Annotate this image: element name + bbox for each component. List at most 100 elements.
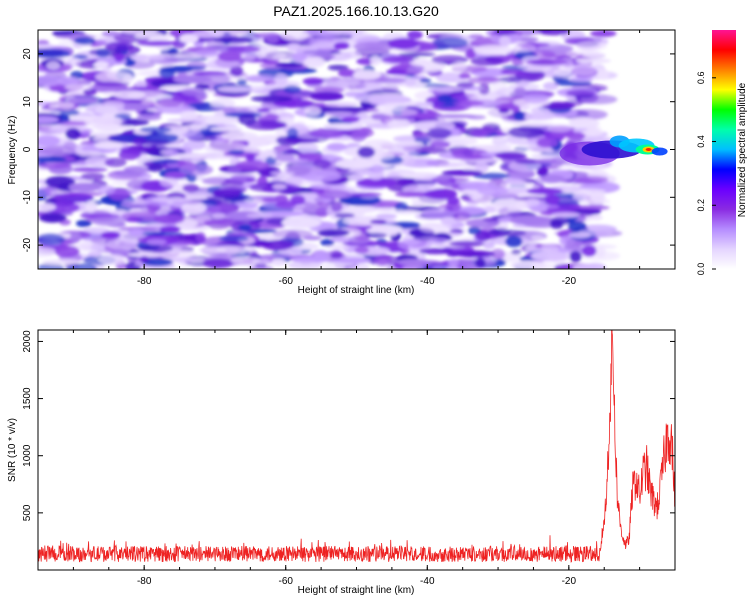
spectrogram-cell	[181, 87, 205, 96]
spectrogram-cell	[67, 97, 98, 104]
spectrogram-cell	[241, 50, 257, 61]
spectrogram-cell	[312, 41, 339, 50]
spectrogram-cell	[139, 256, 150, 263]
y-tick-label: 1000	[22, 444, 33, 467]
colorbar-label: Normalized spectral amplitude	[737, 82, 748, 217]
spectrogram-cell	[68, 56, 81, 67]
spectrogram-cell	[38, 75, 63, 87]
spectrogram-cell	[212, 212, 226, 219]
spectrogram-cell	[540, 174, 565, 184]
spectrogram-cell	[430, 87, 463, 92]
spectrogram-cell	[38, 48, 71, 59]
spectrogram-cell	[590, 30, 617, 38]
spectrogram-cell	[402, 265, 425, 269]
spectrogram-cell	[445, 200, 462, 213]
x-tick-label: -80	[137, 576, 152, 587]
spectrogram-cell	[308, 128, 348, 138]
spectrogram-cell	[281, 216, 322, 229]
spectrogram-cell	[119, 30, 159, 35]
spectrogram-cell	[309, 183, 347, 190]
spectrogram-cell	[220, 131, 258, 141]
spectrogram-cell	[138, 244, 173, 253]
spectrogram-cell	[483, 206, 496, 214]
spectrogram-cell	[38, 212, 67, 223]
spectrogram-cell	[163, 257, 206, 263]
spectrogram-x-ticks: -80 -60 -40 -20	[37, 30, 676, 287]
spectrogram-cell	[153, 213, 185, 225]
spectrogram-cell	[521, 112, 556, 121]
spectrogram-cell	[42, 259, 81, 265]
spectrogram-cell	[48, 103, 59, 109]
spectrogram-cell	[272, 183, 287, 190]
spectrogram-cell	[55, 120, 91, 126]
snr-x-ticks: -80 -60 -40 -20	[37, 330, 676, 587]
spectrogram-cell	[44, 176, 76, 188]
spectrogram-cell	[148, 200, 185, 207]
spectrogram-cell	[38, 202, 56, 212]
spectrogram-cell	[337, 245, 350, 251]
spectrogram-cell	[335, 158, 375, 169]
spectrogram-cell	[431, 265, 460, 269]
spectrogram-cell	[272, 229, 313, 239]
spectrogram-cell	[146, 239, 167, 245]
spectrogram-cell	[386, 68, 407, 75]
spectrogram-cell	[179, 33, 199, 44]
spectrogram-cell	[327, 64, 349, 71]
spectrogram-cell	[406, 30, 423, 40]
spectrogram-cell	[395, 140, 424, 147]
spectrogram-cell	[436, 174, 451, 181]
spectrogram-cell	[220, 187, 247, 193]
spectrogram-cell	[549, 216, 570, 226]
spectrogram-cell	[324, 101, 360, 108]
spectrogram-cell	[332, 257, 371, 264]
spectrogram-cell	[376, 141, 402, 147]
figure-title: PAZ1.2025.166.10.13.G20	[273, 3, 439, 19]
spectrogram-cell	[229, 66, 244, 77]
spectrogram-cell	[57, 76, 79, 86]
spectrogram-cell	[513, 43, 537, 53]
spectrogram-cell	[130, 54, 149, 62]
spectrogram-cell	[180, 194, 207, 200]
spectrogram-cell	[93, 81, 131, 87]
spectrogram-cell	[381, 56, 415, 64]
spectrogram-cell	[353, 41, 395, 52]
spectrogram-cell	[573, 176, 609, 184]
spectrogram-cell	[449, 240, 485, 247]
spectrogram-cell	[467, 76, 501, 84]
spectrogram-cell	[344, 91, 367, 98]
spectrogram-cell	[313, 250, 329, 262]
spectrogram-cell	[334, 212, 355, 218]
spectrogram-cell	[70, 231, 82, 243]
spectrogram-cell	[265, 156, 277, 165]
snr-y-ticks: 500 1000 1500 2000	[22, 330, 675, 521]
spectrogram-cell	[261, 197, 279, 203]
spectrogram-cell	[113, 90, 146, 100]
spectrogram-cell	[456, 81, 475, 89]
spectrogram-cell	[323, 123, 361, 130]
colorbar-tick-label: 0.4	[696, 135, 706, 148]
spectrogram-cell	[547, 124, 572, 133]
colorbar-ticks: 0.0 0.2 0.4 0.6	[696, 72, 716, 275]
spectrogram-cell	[452, 211, 471, 222]
spectrogram-cell	[80, 172, 106, 181]
spectrogram-cell	[94, 105, 119, 115]
spectrogram-cell	[246, 213, 274, 218]
spectrogram-cell	[532, 50, 556, 60]
spectrogram-cell	[495, 87, 517, 98]
spectrogram-cell	[330, 251, 343, 260]
spectrogram-cell	[393, 210, 420, 215]
x-tick-label: -20	[562, 576, 577, 587]
spectrogram-cell	[141, 231, 183, 237]
spectrogram-cell	[498, 107, 510, 114]
spectrogram-cell	[97, 185, 116, 195]
spectrogram-cell	[428, 237, 450, 243]
spectrogram-cell	[565, 238, 583, 249]
spectrogram-cell	[38, 135, 61, 147]
spectrogram-cell	[302, 77, 324, 86]
spectrogram-cell	[365, 232, 388, 238]
spectrogram-cell	[526, 187, 563, 195]
spectrogram-cell	[540, 244, 560, 253]
spectrogram-cell	[262, 51, 287, 60]
spectrogram-cell	[569, 76, 594, 83]
spectrogram-cell	[330, 200, 343, 212]
